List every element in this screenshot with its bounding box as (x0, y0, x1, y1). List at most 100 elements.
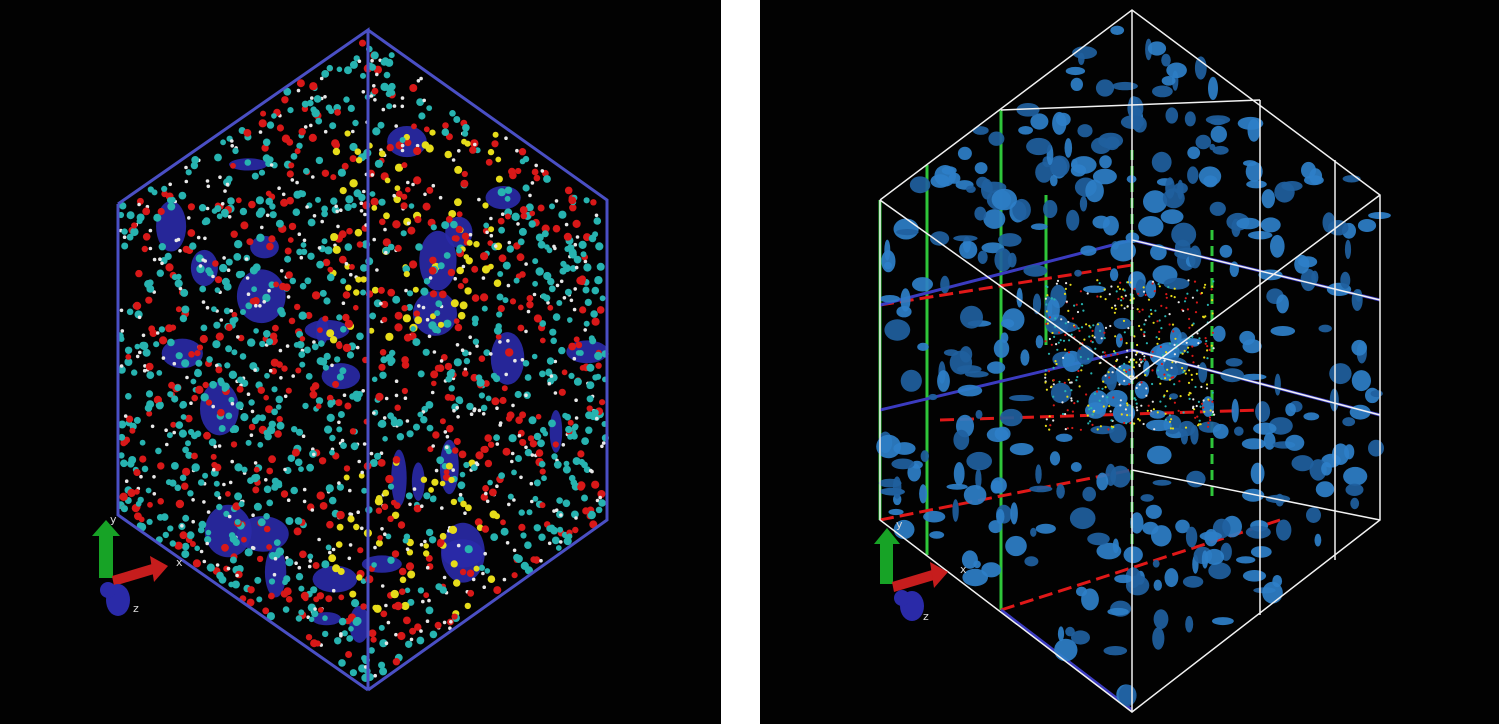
isosurface-blob (1176, 338, 1203, 346)
atom (372, 411, 376, 415)
atom (493, 279, 502, 288)
atom (515, 167, 522, 175)
atom (206, 510, 211, 514)
atom (351, 202, 357, 209)
atom (461, 232, 470, 240)
atom (1154, 309, 1157, 312)
atom (518, 509, 525, 516)
atom (446, 448, 452, 455)
right-axis-triad: x y z (874, 518, 967, 623)
atom (370, 636, 377, 643)
atom (456, 543, 461, 548)
atom (522, 184, 530, 192)
atom (454, 165, 463, 174)
atom (572, 457, 581, 466)
atom (400, 143, 405, 148)
atom (315, 117, 323, 125)
isosurface-blob (1012, 198, 1031, 221)
atom (464, 287, 472, 295)
atom (451, 613, 458, 620)
atom (334, 356, 341, 363)
isosurface-blob (1262, 581, 1283, 604)
atom (246, 392, 251, 397)
atom (381, 107, 386, 112)
atom (430, 390, 435, 395)
atom (1147, 404, 1150, 407)
atom (564, 288, 572, 296)
atom (446, 424, 454, 433)
atom (322, 630, 329, 638)
atom (1067, 320, 1070, 324)
atom (353, 289, 360, 296)
atom (409, 637, 414, 642)
atom (1071, 410, 1074, 413)
atom (1142, 333, 1145, 336)
isosurface-blob (1050, 382, 1072, 404)
atom (538, 533, 546, 541)
atom (439, 359, 444, 363)
atom (524, 374, 532, 381)
atom (384, 396, 389, 401)
atom (539, 558, 543, 563)
atom (493, 586, 502, 595)
atom (567, 244, 575, 252)
atom (172, 361, 177, 366)
isosurface-blob (998, 233, 1022, 247)
atom (493, 326, 503, 335)
atom (137, 315, 142, 320)
atom (1159, 345, 1162, 348)
atom (1170, 376, 1173, 379)
isosurface-blob (1276, 294, 1289, 314)
atom (291, 426, 298, 433)
atom (453, 235, 460, 242)
atom (484, 568, 491, 574)
atom (506, 245, 514, 253)
isosurface-blob (1274, 373, 1281, 396)
atom (309, 385, 316, 392)
isosurface-blob (1115, 333, 1123, 348)
atom (326, 329, 335, 338)
atom (497, 188, 506, 197)
atom (298, 609, 305, 616)
isosurface-blob (1114, 574, 1133, 584)
atom (453, 358, 462, 367)
atom (327, 266, 334, 273)
isosurface-blob (929, 531, 945, 539)
atom (1194, 385, 1197, 389)
atom (434, 310, 441, 317)
isosurface-blob (961, 550, 978, 569)
isosurface-blob (1105, 366, 1118, 391)
atom (310, 586, 318, 594)
atom (1118, 287, 1121, 291)
atom (371, 562, 377, 568)
atom (1045, 418, 1048, 421)
atom (553, 359, 558, 364)
atom (388, 82, 396, 91)
atom (1166, 368, 1169, 371)
atom (212, 340, 221, 349)
atom (450, 299, 459, 308)
atom (166, 432, 173, 439)
isosurface-blob (1236, 217, 1261, 230)
atom (254, 576, 262, 584)
isosurface-blob (1152, 627, 1165, 650)
atom (357, 547, 364, 554)
atom (504, 195, 511, 202)
atom (1158, 337, 1161, 340)
isosurface-blob (1306, 507, 1321, 523)
isosurface-blob (983, 209, 1006, 229)
atom (500, 519, 506, 526)
atom (265, 190, 272, 197)
isosurface-blob (900, 369, 922, 392)
atom (276, 421, 285, 430)
atom (530, 556, 537, 563)
atom (519, 439, 527, 446)
atom (1141, 308, 1144, 311)
atom (214, 205, 222, 213)
isosurface-blob (1064, 138, 1073, 158)
atom (146, 518, 153, 526)
x-axis-arrow (112, 564, 154, 586)
atom (370, 197, 379, 206)
isosurface-blob (919, 484, 928, 504)
atom (317, 607, 324, 613)
